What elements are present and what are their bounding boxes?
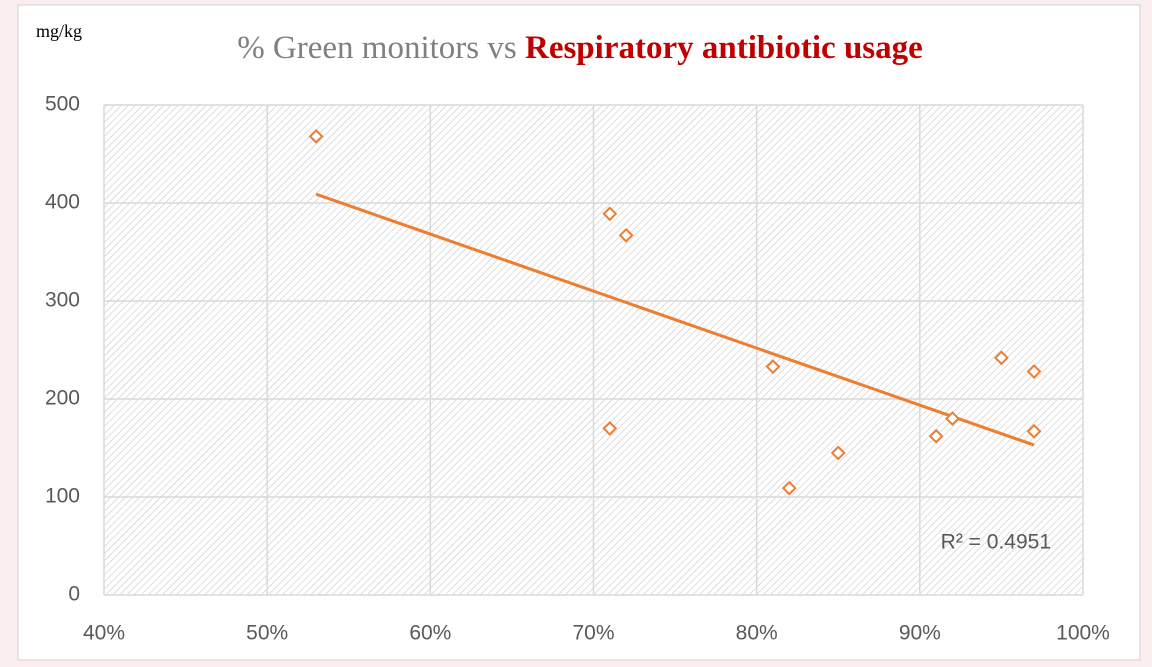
point — [781, 480, 797, 496]
point — [928, 428, 944, 444]
y-tick-label: 300 — [45, 289, 80, 312]
y-tick-label: 0 — [68, 583, 80, 606]
y-axis-label: mg/kg — [36, 21, 82, 41]
title-highlight: Respiratory antibiotic usage — [525, 30, 923, 66]
title-part: % Green monitors vs — [237, 30, 517, 66]
point — [602, 420, 618, 436]
chart-title: % Green monitors vs Respiratory antibiot… — [237, 30, 923, 66]
point — [830, 445, 846, 461]
y-tick-label: 100 — [45, 485, 80, 508]
y-tick-label: 400 — [45, 191, 80, 214]
annotation: R² = 0.4951 — [941, 531, 1051, 554]
y-tick-label: 500 — [45, 93, 80, 116]
x-tick-label: 100% — [1056, 622, 1110, 645]
point — [945, 411, 960, 427]
x-tick-label: 80% — [736, 622, 778, 645]
point — [602, 206, 618, 222]
point — [994, 350, 1009, 366]
point — [765, 359, 781, 375]
trendline — [315, 192, 1035, 447]
x-tick-label: 90% — [899, 622, 941, 645]
point — [1026, 364, 1042, 379]
y-tick-label: 200 — [45, 387, 80, 410]
point — [1026, 423, 1042, 439]
point — [308, 128, 324, 144]
x-tick-label: 50% — [246, 622, 288, 645]
x-tick-label: 70% — [572, 622, 614, 645]
point — [618, 227, 634, 243]
x-tick-label: 60% — [409, 622, 451, 645]
x-tick-label: 40% — [83, 622, 125, 645]
